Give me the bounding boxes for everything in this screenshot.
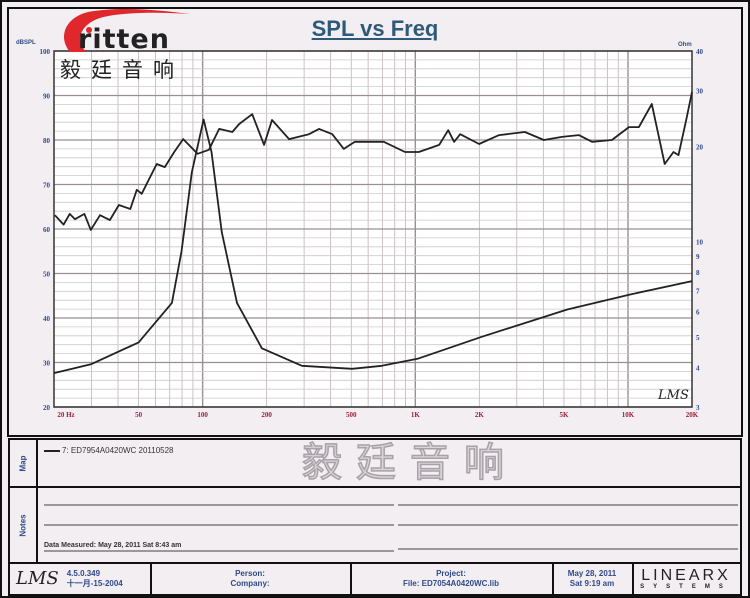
y-tick-label: 50: [43, 271, 51, 279]
x-tick-label: 50: [135, 411, 143, 419]
legend-item[interactable]: 7: ED7954A0420WC 20110528: [44, 446, 174, 455]
spl-curve: [54, 91, 693, 231]
logo-chinese-text: 毅廷音响: [60, 58, 184, 82]
data-measured-text: Data Measured: May 28, 2011 Sat 8:43 am: [44, 542, 394, 552]
date-text: May 28, 2011: [567, 569, 617, 578]
note-line: [398, 548, 738, 550]
y-tick-label: 100: [40, 48, 51, 56]
y-tick-label: 90: [43, 93, 51, 101]
spl-chart: 20 30 40 50 60 70 80 90 100 3 4 5 6 7 8 9 10 20 30 40 20 Hz 5…: [7, 7, 743, 437]
lms-chart-mark: LMS: [657, 388, 689, 403]
lms-logo: LMS: [16, 568, 59, 589]
x-tick-label: 200: [261, 411, 272, 419]
logo-brand-text: ritten: [78, 24, 170, 55]
footer-version-cell: LMS 4.5.0.349 十一月-15-2004: [10, 564, 152, 594]
x-tick-label: 5K: [559, 411, 569, 419]
plot-border: [53, 50, 693, 408]
y2-tick-label: 30: [696, 88, 704, 96]
y2-axis-label: Ohm: [678, 42, 692, 48]
note-line: [398, 504, 738, 506]
notes-side-label: Notes: [10, 488, 38, 562]
y2-tick-label: 10: [696, 239, 704, 247]
linearx-sub-text: SYSTEMS: [640, 583, 732, 590]
person-label: Person:: [235, 569, 265, 578]
x-tick-label: 1K: [411, 411, 421, 419]
y-tick-label: 70: [43, 182, 51, 190]
y-tick-label: 20: [43, 404, 51, 412]
note-line: [44, 504, 394, 506]
version-date-text: 十一月-15-2004: [66, 579, 123, 588]
y2-tick-label: 20: [696, 143, 704, 151]
version-text: 4.5.0.349: [66, 569, 101, 578]
y2-tick-label: 5: [696, 334, 700, 342]
y2-tick-label: 4: [696, 364, 700, 372]
footer-project-cell: Project: File: ED7054A0420WC.lib: [350, 564, 554, 594]
x-tick-label: 100: [197, 411, 208, 419]
x-tick-label: 500: [346, 411, 357, 419]
y2-tick-label: 6: [696, 309, 700, 317]
map-section: Map 7: ED7954A0420WC 20110528: [8, 438, 742, 488]
company-label: Company:: [230, 579, 270, 588]
chart-title-text: SPL vs Freq: [311, 16, 439, 41]
x-tick-label: 20K: [686, 411, 699, 419]
y-tick-label: 60: [43, 226, 51, 234]
footer: LMS 4.5.0.349 十一月-15-2004 Person: Compan…: [8, 562, 742, 596]
x-tick-label: 2K: [475, 411, 485, 419]
notes-section: Notes Data Measured: May 28, 2011 Sat 8:…: [8, 486, 742, 564]
y2-tick-label: 40: [696, 48, 704, 56]
y-axis-label: dBSPL: [16, 40, 36, 46]
legend-label: 7: ED7954A0420WC 20110528: [62, 446, 174, 455]
note-line: [44, 524, 394, 526]
y2-tick-label: 9: [696, 253, 700, 261]
linearx-logo: LINEARX SYSTEMS: [632, 564, 740, 594]
legend-line-swatch: [44, 449, 60, 452]
x-tick-label: 10K: [622, 411, 635, 419]
logo-e-swoosh-icon: [64, 8, 190, 53]
x-tick-label: 20 Hz: [57, 411, 74, 419]
y-tick-label: 80: [43, 137, 51, 145]
footer-person-cell: Person: Company:: [150, 564, 352, 594]
project-label: Project:: [436, 569, 466, 578]
map-side-label: Map: [10, 440, 38, 486]
chart-title: SPL vs Freq: [2, 16, 748, 42]
time-text: Sat 9:19 am: [569, 579, 615, 588]
y2-tick-label: 8: [696, 269, 700, 277]
y-tick-label: 40: [43, 315, 51, 323]
y2-tick-label: 3: [696, 404, 700, 412]
linearx-brand-text: LINEARX: [641, 566, 731, 584]
impedance-curve: [53, 118, 693, 374]
y-tick-label: 30: [43, 360, 51, 368]
footer-date-cell: May 28, 2011 Sat 9:19 am: [552, 564, 634, 594]
file-label: File: ED7054A0420WC.lib: [402, 579, 500, 588]
y2-tick-label: 7: [696, 288, 700, 296]
note-line: [398, 524, 738, 526]
